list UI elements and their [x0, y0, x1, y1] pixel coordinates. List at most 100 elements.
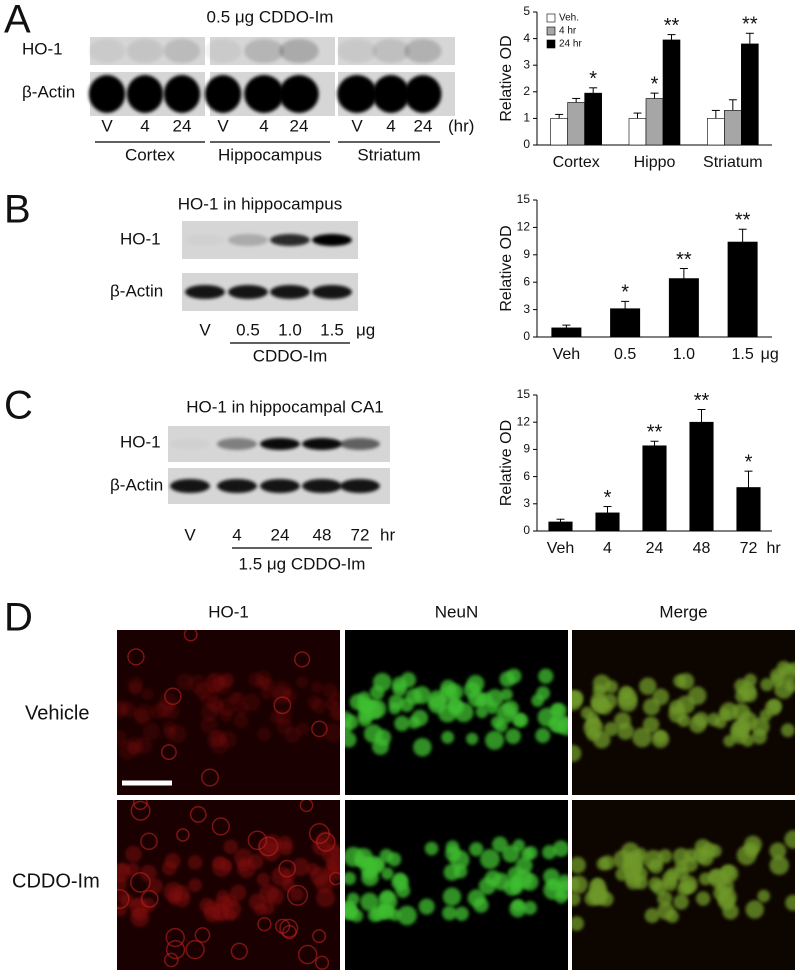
- cell: [322, 682, 338, 699]
- cell: [276, 718, 293, 735]
- y-tick-label: 1: [523, 111, 530, 125]
- lane-label: 4: [259, 116, 268, 135]
- blot-band: [185, 234, 225, 246]
- cell-outline: [312, 929, 327, 944]
- cell: [485, 730, 505, 750]
- blot-band: [88, 39, 126, 63]
- lane-label: V: [217, 116, 229, 135]
- cell: [358, 712, 373, 727]
- blot-band: [312, 285, 352, 299]
- cell: [392, 872, 408, 888]
- cell: [707, 712, 721, 727]
- y-tick-label: 6: [523, 469, 530, 483]
- blot-band: [302, 438, 342, 450]
- blot-band: [404, 39, 442, 63]
- cell: [535, 728, 551, 744]
- cell: [324, 697, 338, 711]
- cell: [447, 698, 465, 716]
- cell: [200, 703, 219, 722]
- cell: [591, 696, 607, 713]
- bar: [642, 445, 667, 532]
- cell: [769, 842, 787, 860]
- bar: [741, 43, 759, 146]
- bar: [548, 521, 573, 532]
- blot-band: [163, 39, 201, 63]
- cell: [380, 889, 395, 905]
- cell: [203, 905, 221, 923]
- lane-label: 1.5: [320, 320, 344, 339]
- cell: [442, 905, 457, 921]
- blot-band: [270, 234, 310, 246]
- significance: **: [694, 390, 710, 412]
- bar: [645, 98, 664, 146]
- cell: [141, 688, 154, 701]
- cell: [592, 684, 607, 698]
- bar: [724, 110, 742, 146]
- cell: [345, 732, 357, 748]
- cell: [784, 830, 795, 849]
- cell: [117, 729, 127, 746]
- cell: [619, 685, 633, 699]
- cell: [207, 729, 225, 748]
- cell: [515, 856, 533, 874]
- cell: [442, 887, 462, 906]
- cell: [745, 900, 764, 919]
- cell: [648, 858, 664, 874]
- cell: [326, 854, 340, 873]
- cell: [248, 893, 266, 911]
- cell: [354, 848, 374, 868]
- significance: *: [621, 282, 629, 304]
- y-tick-label: 0: [523, 329, 530, 343]
- micrographs: HO-1 NeuN Merge Vehicle CDDO-Im: [12, 602, 795, 970]
- cell: [230, 884, 247, 901]
- lane-label: 24: [173, 116, 192, 135]
- cell-outline: [308, 823, 330, 845]
- cell: [744, 835, 762, 854]
- cell: [494, 719, 508, 733]
- bar: [662, 39, 681, 146]
- blot-band: [312, 234, 352, 246]
- blot-band: [244, 39, 284, 63]
- cell: [572, 744, 582, 762]
- cell: [718, 708, 732, 721]
- cell-outline: [279, 918, 299, 938]
- blot-band: [228, 234, 268, 246]
- cell: [770, 673, 785, 688]
- lane-label: 1.0: [278, 320, 302, 339]
- panel-label: A: [4, 0, 31, 42]
- cell: [693, 711, 709, 728]
- cell-outline: [140, 889, 159, 908]
- cell-outline: [163, 952, 179, 968]
- y-tick-label: 6: [523, 274, 530, 288]
- blot-band: [126, 75, 164, 113]
- cell: [614, 712, 631, 729]
- blot-band: [185, 285, 225, 299]
- cell: [466, 732, 479, 745]
- blot-title: HO-1 in hippocampus: [178, 194, 342, 213]
- cell: [256, 872, 271, 887]
- group-label: 1.5 μg CDDO-Im: [239, 554, 366, 573]
- cell: [142, 722, 161, 741]
- cells: [345, 836, 568, 926]
- cell: [164, 853, 181, 869]
- y-tick-label: 2: [523, 84, 530, 98]
- cell: [780, 723, 795, 738]
- cell: [632, 727, 653, 748]
- cell: [785, 894, 795, 911]
- cell: [708, 844, 722, 858]
- cell-outline: [230, 942, 248, 960]
- significance: **: [735, 210, 751, 232]
- cell: [310, 866, 329, 886]
- cell: [673, 674, 687, 688]
- cell: [331, 706, 340, 721]
- cell: [413, 737, 432, 757]
- cell-outline: [189, 805, 207, 823]
- cell-outline: [165, 927, 185, 948]
- panel-label: C: [4, 384, 33, 428]
- x-tick-label: Veh: [547, 540, 575, 557]
- blot-row-label: β-Actin: [110, 281, 163, 300]
- cell: [369, 685, 385, 701]
- cell: [485, 689, 504, 707]
- lane-label: 24: [271, 525, 290, 544]
